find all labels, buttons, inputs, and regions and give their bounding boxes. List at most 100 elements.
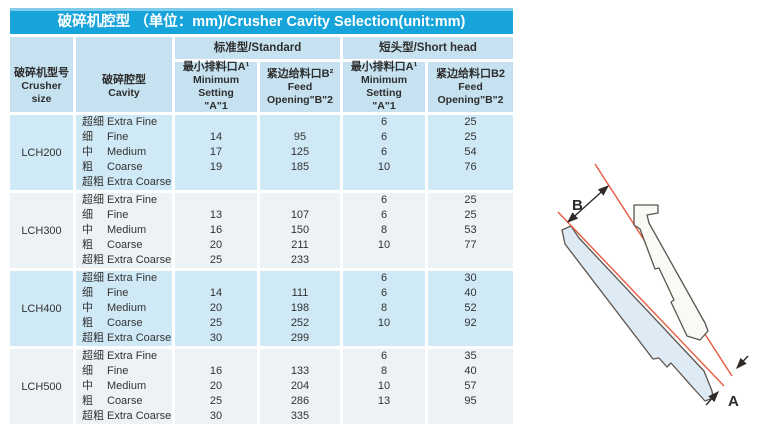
header-sh-feed-opening: 紧边给料口B2 Feed Opening"B"2 [428, 62, 513, 112]
value: 6 [380, 272, 388, 284]
table-title: 破碎机腔型 （单位：mm)/Crusher Cavity Selection(u… [10, 8, 513, 34]
value [343, 331, 425, 346]
cavity-row: 粗 Coarse [76, 316, 172, 331]
value: 20 [209, 302, 223, 314]
value [428, 409, 513, 424]
std-b-cell: 107 150 211 233 [260, 193, 340, 268]
value: 8 [380, 302, 388, 314]
value: 6 [380, 194, 388, 206]
sh-a-cell: 6 6 8 10 [343, 193, 425, 268]
value: 286 [290, 395, 310, 407]
value: 185 [290, 161, 310, 173]
cavity-cn: 细 [82, 131, 93, 143]
sh-b-cell: 25 25 53 77 [428, 193, 513, 268]
value: 299 [290, 332, 310, 344]
value: 57 [464, 380, 477, 392]
header-sh-b-cn: 紧边给料口B2 [435, 67, 506, 80]
header-sh-a-l2: "A"1 [372, 100, 396, 112]
cavity-cn: 粗 [82, 317, 93, 329]
cavity-en: Fine [107, 287, 129, 299]
value: 150 [290, 224, 310, 236]
header-sh-b-l1: Feed [458, 80, 483, 93]
table-body: LCH200 超细 Extra Fine 细 Fine 中 Medium 粗 Coars… [10, 115, 513, 424]
value: 95 [293, 131, 307, 143]
value: 10 [377, 317, 391, 329]
header-std-b-l2: Opening"B"2 [267, 93, 333, 106]
cavity-cell: 超细 Extra Fine 细 Fine 中 Medium 粗 Coarse 超粗 Ext… [76, 349, 172, 424]
value: 6 [380, 116, 388, 128]
value [260, 115, 340, 130]
cavity-row: 超细 Extra Fine [76, 115, 172, 130]
cavity-cn: 细 [82, 209, 93, 221]
value: 16 [209, 365, 223, 377]
cavity-cn: 中 [82, 146, 93, 158]
value: 6 [380, 131, 388, 143]
header-std-min-setting: 最小排料口A¹ Minimum Setting "A"1 [175, 61, 257, 112]
value [428, 175, 513, 190]
value: 30 [209, 332, 223, 344]
cavity-cn: 超粗 [82, 410, 104, 422]
crusher-size-cell: LCH500 [10, 349, 73, 424]
std-b-cell: 133 204 286 335 [260, 349, 340, 424]
header-std-a-l1: Minimum Setting [192, 74, 240, 99]
value: 6 [380, 146, 388, 158]
header-crusher-size: 破碎机型号 Crusher size [10, 37, 73, 112]
cavity-cell: 超细 Extra Fine 细 Fine 中 Medium 粗 Coarse 超粗 Ext… [76, 193, 172, 268]
cavity-cn: 细 [82, 365, 93, 377]
value: 53 [464, 224, 477, 236]
header-crusher-size-cn: 破碎机型号 [14, 67, 69, 79]
value [260, 175, 340, 190]
value: 25 [464, 194, 477, 206]
value: 335 [290, 410, 310, 422]
cavity-en: Medium [107, 380, 147, 392]
cavity-en: Medium [107, 302, 147, 314]
cavity-row: 细 Fine [76, 286, 172, 301]
value: 20 [209, 380, 223, 392]
cavity-row: 超细 Extra Fine [76, 271, 172, 286]
std-b-cell: 95 125 185 [260, 115, 340, 190]
value: 6 [380, 287, 388, 299]
cavity-row: 超细 Extra Fine [76, 349, 172, 364]
cavity-cn: 超粗 [82, 176, 104, 188]
value: 198 [290, 302, 310, 314]
cavity-cn: 超粗 [82, 332, 104, 344]
value: 30 [209, 410, 223, 422]
header-group-standard: 标准型/Standard [175, 37, 340, 59]
cavity-row: 细 Fine [76, 364, 172, 379]
std-b-cell: 111 198 252 299 [260, 271, 340, 346]
sh-a-cell: 6 6 6 10 [343, 115, 425, 190]
cavity-en: Extra Fine [107, 272, 158, 284]
cavity-en: Fine [107, 209, 129, 221]
header-sh-min-setting: 最小排料口A¹ Minimum Setting "A"1 [343, 61, 425, 112]
value: 77 [464, 239, 477, 251]
value: 10 [377, 161, 391, 173]
value: 233 [290, 254, 310, 266]
std-a-cell: 14 20 25 30 [175, 271, 257, 346]
value [175, 175, 257, 190]
value: 8 [380, 224, 388, 236]
header-cavity-en: Cavity [108, 86, 140, 99]
cavity-en: Extra Fine [107, 116, 158, 128]
header-group-short-head: 短头型/Short head [343, 37, 513, 59]
cavity-en: Coarse [107, 239, 143, 251]
value: 10 [377, 239, 391, 251]
value: 92 [464, 317, 477, 329]
std-a-cell: 14 17 19 [175, 115, 257, 190]
crusher-size-cell: LCH300 [10, 193, 73, 268]
crusher-cavity-table: 破碎机腔型 （单位：mm)/Crusher Cavity Selection(u… [10, 8, 513, 424]
header-std-b-l1: Feed [287, 80, 313, 93]
value: 19 [209, 161, 223, 173]
value: 107 [290, 209, 310, 221]
b-dimension-arrow [566, 185, 610, 223]
header-std-a-cn: 最小排料口A¹ [182, 61, 250, 73]
label-b: B [572, 197, 583, 214]
header-cavity: 破碎腔型 Cavity [76, 37, 172, 112]
value [260, 349, 340, 364]
value: 25 [209, 395, 223, 407]
cavity-cn: 粗 [82, 239, 93, 251]
cavity-row: 超粗 Extra Coarse [76, 175, 172, 190]
value: 13 [377, 395, 391, 407]
value [175, 193, 257, 208]
crusher-cavity-diagram: B A [557, 163, 749, 410]
cavity-cn: 超细 [82, 272, 104, 284]
